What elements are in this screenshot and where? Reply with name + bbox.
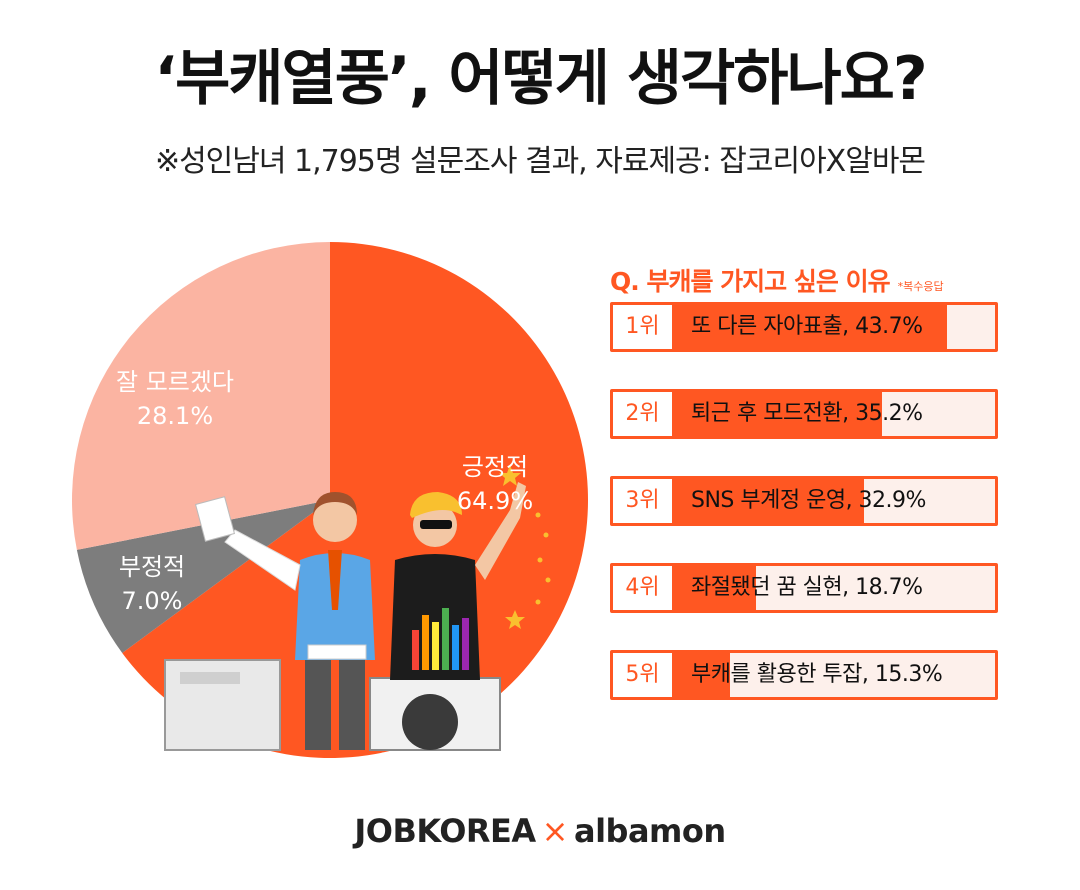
bar-label: 퇴근 후 모드전환, 35.2% xyxy=(691,401,923,426)
star-icon xyxy=(499,465,551,629)
pie-slice-value: 7.0% xyxy=(122,587,183,615)
bar-chart-title: Q. 부캐를 가지고 싶은 이유 *복수응답 xyxy=(610,262,1010,302)
footer-logos: JOBKOREA × albamon xyxy=(0,812,1080,850)
bar-row: 4위 좌절됐던 꿈 실현, 18.7% xyxy=(610,563,998,613)
pie-slice-value: 64.9% xyxy=(457,487,533,515)
bar-row: 5위 부캐를 활용한 투잡, 15.3% xyxy=(610,650,998,700)
bar-label: 부캐를 활용한 투잡, 15.3% xyxy=(691,662,943,687)
illustration xyxy=(164,465,551,751)
bar-label: 좌절됐던 꿈 실현, 18.7% xyxy=(691,575,923,600)
bar-label: 또 다른 자아표출, 43.7% xyxy=(691,314,923,339)
jobkorea-logo: JOBKOREA xyxy=(354,812,536,850)
office-worker-figure xyxy=(194,492,375,750)
bar-rank: 4위 xyxy=(613,566,675,610)
pie-slice xyxy=(76,500,330,653)
albamon-logo: albamon xyxy=(573,812,726,850)
pie-slice xyxy=(72,242,331,550)
paper-icon xyxy=(194,496,236,542)
pie-slice-value: 28.1% xyxy=(137,402,213,430)
bar-chart-title-text: Q. 부캐를 가지고 싶은 이유 xyxy=(610,267,891,296)
dj-figure xyxy=(390,465,551,680)
pie-slice-label: 잘 모르겠다 xyxy=(116,368,234,396)
bar-rank: 3위 xyxy=(613,479,675,523)
page-title: ‘부캐열풍’, 어떻게 생각하나요? xyxy=(154,44,927,114)
equalizer-icon xyxy=(412,608,469,670)
x-separator: × xyxy=(541,812,569,850)
pie-chart: 긍정적 64.9% 부정적 7.0% 잘 모르겠다 28.1% xyxy=(72,242,588,758)
page-subtitle: ※성인남녀 1,795명 설문조사 결과, 자료제공: 잡코리아X알바몬 xyxy=(154,144,926,179)
bar-row: 3위 SNS 부계정 운영, 32.9% xyxy=(610,476,998,526)
bar-rank: 5위 xyxy=(613,653,675,697)
bar-label: SNS 부계정 운영, 32.9% xyxy=(691,488,926,513)
bar-row: 1위 또 다른 자아표출, 43.7% xyxy=(610,302,998,352)
multiple-response-note: *복수응답 xyxy=(897,280,944,293)
pie-slice-label: 긍정적 xyxy=(462,453,528,481)
pie-slice-label: 부정적 xyxy=(119,553,185,581)
bar-list: 1위 또 다른 자아표출, 43.7% 2위 퇴근 후 모드전환, 35.2% 3위 SN… xyxy=(610,302,1010,700)
bar-rank: 2위 xyxy=(613,392,675,436)
bar-row: 2위 퇴근 후 모드전환, 35.2% xyxy=(610,389,998,439)
bar-rank: 1위 xyxy=(613,305,675,349)
reasons-bar-chart: Q. 부캐를 가지고 싶은 이유 *복수응답 1위 또 다른 자아표출, 43.7%… xyxy=(610,262,1010,737)
